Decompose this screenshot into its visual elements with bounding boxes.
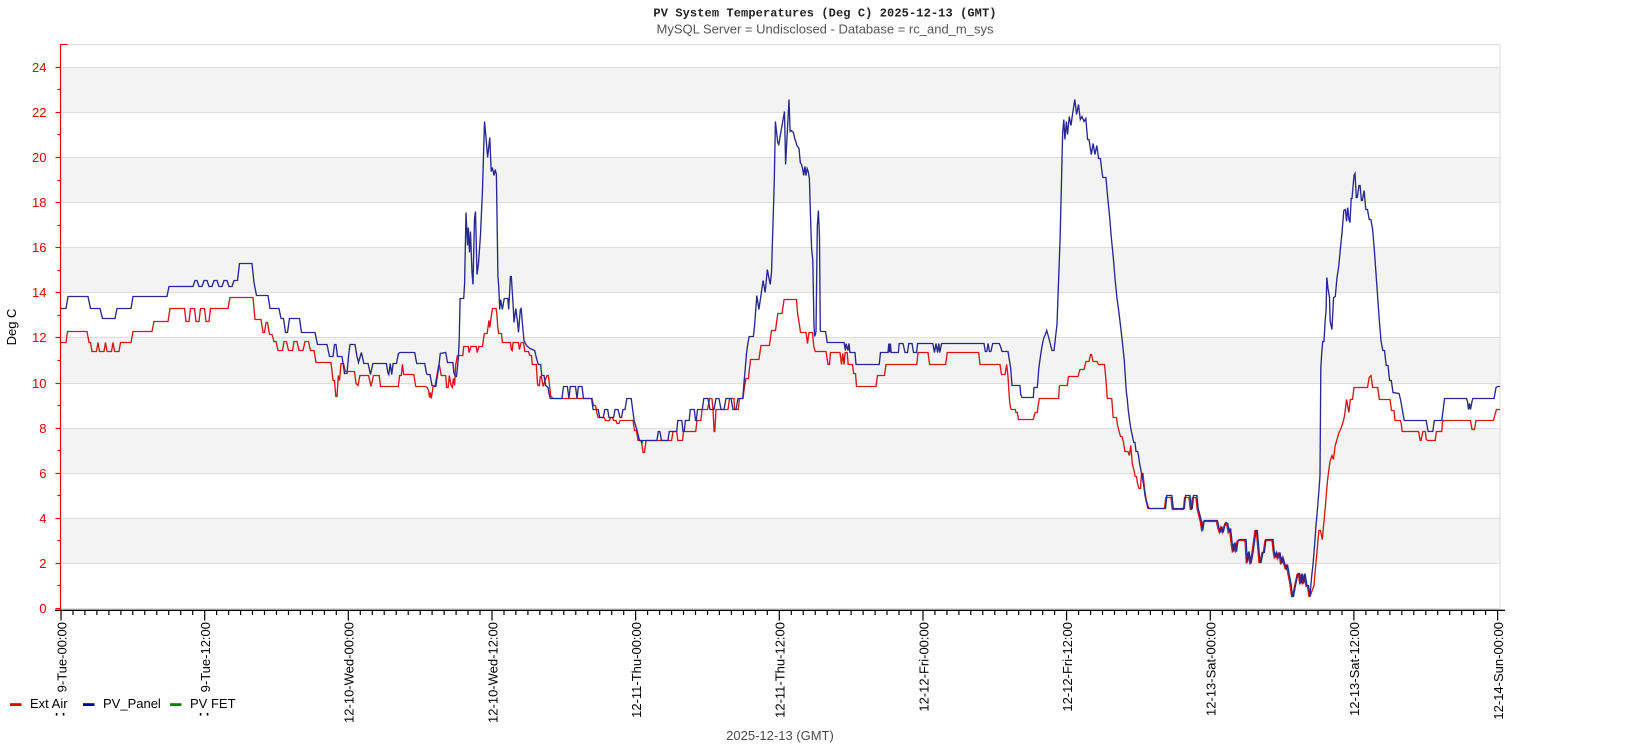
svg-text:PV FET: PV FET (190, 696, 236, 711)
svg-text:2025-12-13 (GMT): 2025-12-13 (GMT) (726, 728, 834, 743)
svg-text:12-14-Sun-00:00: 12-14-Sun-00:00 (1491, 622, 1506, 720)
svg-text:Deg C: Deg C (4, 309, 19, 346)
svg-text:14: 14 (32, 285, 46, 300)
svg-text:16: 16 (32, 240, 46, 255)
svg-text:12-10-Wed-12:00: 12-10-Wed-12:00 (485, 622, 500, 723)
svg-text:PV_Panel: PV_Panel (103, 696, 161, 711)
svg-text:12-12-Fri-12:00: 12-12-Fri-12:00 (1060, 622, 1075, 712)
svg-text:4: 4 (39, 511, 46, 526)
svg-text:12-12-Fri-00:00: 12-12-Fri-00:00 (916, 622, 931, 712)
svg-text:9-Tue-00:00: 9-Tue-00:00 (54, 622, 69, 692)
svg-text:6: 6 (39, 466, 46, 481)
svg-text:12-10-Wed-00:00: 12-10-Wed-00:00 (342, 622, 357, 723)
svg-text:12-11-Thu-00:00: 12-11-Thu-00:00 (629, 622, 644, 718)
svg-text:12-11-Thu-12:00: 12-11-Thu-12:00 (773, 622, 788, 718)
svg-text:18: 18 (32, 195, 46, 210)
svg-text:PV System Temperatures (Deg C): PV System Temperatures (Deg C) 2025-12-1… (653, 7, 996, 21)
svg-text:2: 2 (39, 556, 46, 571)
svg-text:20: 20 (32, 150, 46, 165)
svg-text:12-13-Sat-00:00: 12-13-Sat-00:00 (1204, 622, 1219, 716)
svg-text:22: 22 (32, 105, 46, 120)
svg-text:Ext Air: Ext Air (30, 696, 68, 711)
svg-text:9-Tue-12:00: 9-Tue-12:00 (198, 622, 213, 692)
svg-text:0: 0 (39, 601, 46, 616)
svg-text:12-13-Sat-12:00: 12-13-Sat-12:00 (1347, 622, 1362, 716)
svg-text:8: 8 (39, 421, 46, 436)
svg-text:24: 24 (32, 60, 46, 75)
svg-text:12: 12 (32, 330, 46, 345)
svg-text:MySQL Server = Undisclosed - D: MySQL Server = Undisclosed - Database = … (657, 22, 994, 37)
svg-text:10: 10 (32, 376, 46, 391)
